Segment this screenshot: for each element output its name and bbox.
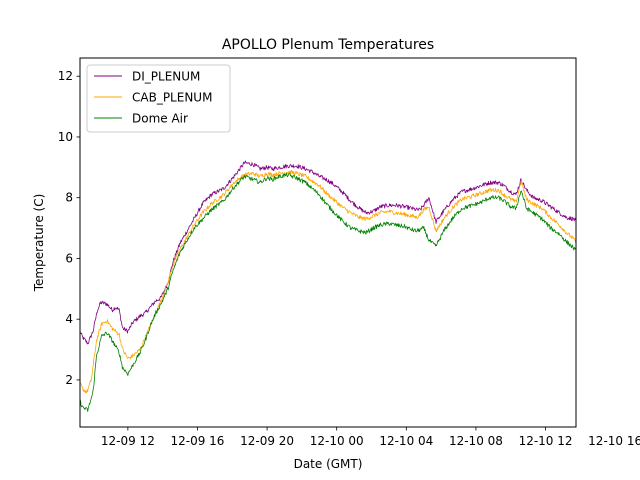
x-tick-label: 12-10 12 xyxy=(519,434,573,448)
legend: DI_PLENUM CAB_PLENUM Dome Air xyxy=(86,64,231,133)
x-tick-label: 12-10 04 xyxy=(379,434,433,448)
x-tick-label: 12-09 16 xyxy=(170,434,224,448)
plot-frame xyxy=(79,57,577,428)
legend-label: Dome Air xyxy=(132,112,188,126)
legend-entries: DI_PLENUM CAB_PLENUM Dome Air xyxy=(94,70,212,126)
legend-label: DI_PLENUM xyxy=(132,70,200,84)
legend-label: CAB_PLENUM xyxy=(132,91,212,105)
y-tick-label: 6 xyxy=(65,251,73,265)
chart-title: APOLLO Plenum Temperatures xyxy=(222,37,434,53)
series-layer xyxy=(80,160,576,412)
series-line-di-plenum xyxy=(80,160,576,345)
y-axis-label: Temperature (C) xyxy=(32,194,46,293)
x-tick-label: 12-09 12 xyxy=(101,434,155,448)
x-tick-label: 12-10 16 xyxy=(588,434,640,448)
series-line-cab-plenum xyxy=(80,170,576,394)
legend-box xyxy=(86,64,231,133)
x-tick-label: 12-10 00 xyxy=(310,434,364,448)
y-tick-label: 8 xyxy=(65,191,73,205)
series-line-dome-air xyxy=(80,172,576,412)
x-tick-label: 12-09 20 xyxy=(240,434,294,448)
axes-layer: 2 4 6 8 10 12 12-09 12 12-09 16 12-09 20 12-10 00… xyxy=(58,69,640,448)
y-tick-label: 10 xyxy=(58,130,73,144)
y-tick-label: 12 xyxy=(58,69,73,83)
x-axis-label: Date (GMT) xyxy=(294,457,363,471)
x-tick-label: 12-10 08 xyxy=(449,434,503,448)
y-tick-label: 4 xyxy=(65,312,73,326)
y-tick-label: 2 xyxy=(65,373,73,387)
